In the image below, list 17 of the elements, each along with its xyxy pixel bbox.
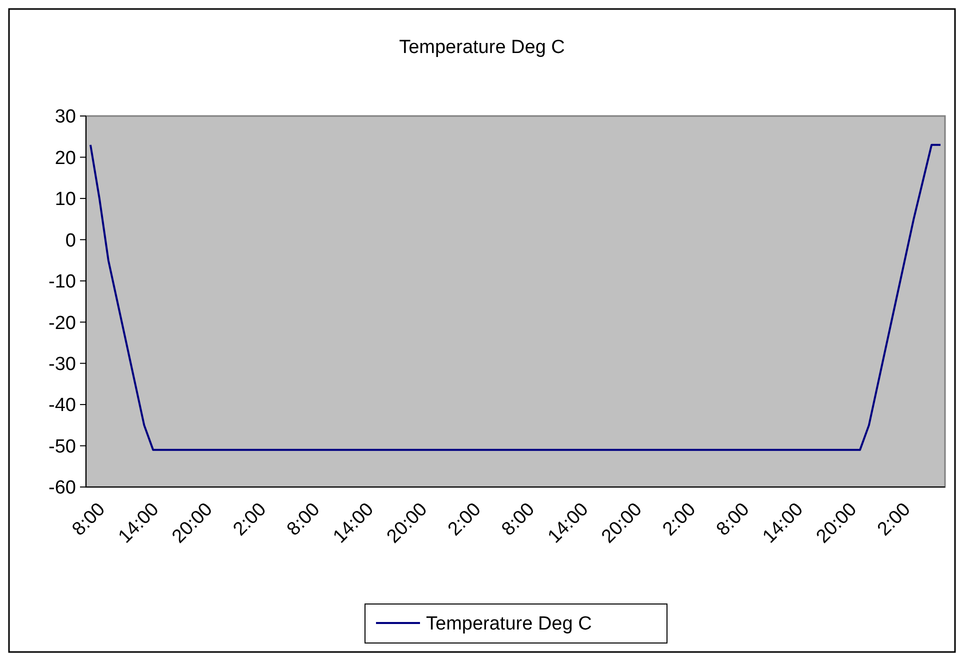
line-series [89, 144, 942, 451]
y-tick-label: -60 [48, 478, 76, 499]
y-tick-label: 20 [54, 148, 76, 169]
y-tick-label: -10 [48, 272, 76, 293]
x-tick-label: 8:00 [283, 499, 324, 540]
x-tick-label: 8:00 [498, 499, 539, 540]
y-tick-label: 30 [54, 106, 76, 128]
y-tick-label: -20 [48, 312, 76, 334]
y-tick-label: -50 [48, 436, 76, 458]
legend-label: Temperature Deg C [426, 614, 592, 635]
y-tick-label: 0 [65, 230, 76, 252]
y-tick-label: 10 [54, 189, 76, 210]
y-tick-label: -40 [48, 395, 76, 416]
y-tick-label: -30 [48, 354, 76, 375]
x-tick-label: 8:00 [712, 499, 754, 540]
x-tick-label: 8:00 [68, 499, 110, 540]
chart-title: Temperature Deg C [399, 37, 565, 58]
